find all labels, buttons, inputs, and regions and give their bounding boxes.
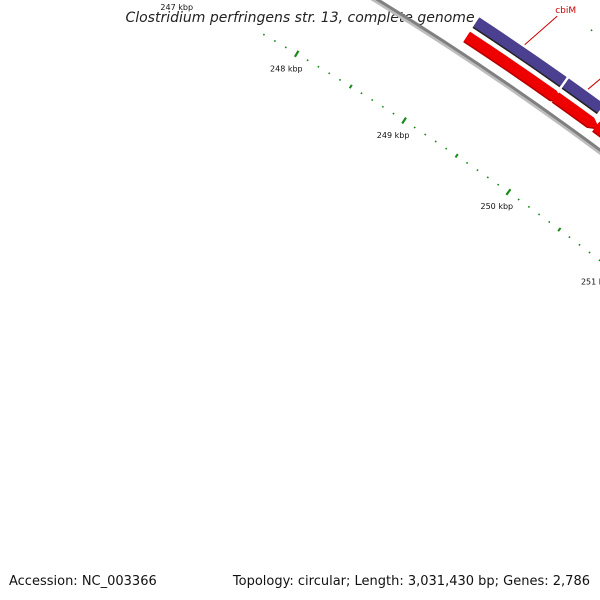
inner-tick bbox=[338, 78, 342, 82]
inner-tick bbox=[348, 84, 353, 89]
inner-tick bbox=[317, 65, 320, 68]
inner-tick bbox=[465, 161, 469, 165]
inner-tick bbox=[476, 169, 479, 172]
inner-tick bbox=[306, 59, 309, 62]
gene-leader-line bbox=[524, 15, 558, 46]
map-title: Clostridium perfringens str. 13, complet… bbox=[125, 10, 475, 26]
inner-tick bbox=[262, 33, 265, 36]
inner-tick bbox=[413, 126, 416, 129]
cog-bar bbox=[473, 17, 567, 86]
kbp-tick-label: 250 kbp bbox=[481, 202, 514, 211]
gene-leader-line bbox=[587, 78, 600, 90]
inner-tick bbox=[424, 133, 427, 136]
inner-tick bbox=[371, 98, 374, 102]
cds-arrow bbox=[592, 121, 600, 136]
gene-label-cbiM: cbiM bbox=[555, 6, 576, 16]
inner-tick bbox=[328, 72, 331, 75]
inner-tick bbox=[497, 183, 500, 186]
inner-tick bbox=[381, 105, 384, 108]
inner-tick bbox=[557, 227, 562, 232]
inner-tick bbox=[568, 236, 571, 239]
inner-tick bbox=[505, 188, 512, 196]
inner-tick bbox=[454, 153, 459, 158]
tick-layer bbox=[262, 29, 600, 262]
inner-tick bbox=[578, 243, 581, 246]
inner-tick bbox=[537, 213, 541, 216]
inner-tick bbox=[588, 251, 591, 254]
inner-tick bbox=[401, 117, 407, 125]
inner-tick bbox=[293, 50, 300, 58]
inner-tick bbox=[527, 205, 531, 209]
kbp-tick-label: 251 kbp bbox=[581, 277, 600, 286]
topology-summary: Topology: circular; Length: 3,031,430 bp… bbox=[232, 574, 590, 589]
inner-tick bbox=[392, 112, 395, 115]
inner-tick bbox=[273, 39, 276, 43]
kbp-tick-label: 247 kbp bbox=[160, 3, 193, 12]
inner-tick bbox=[445, 147, 448, 150]
cds-arrow bbox=[463, 31, 563, 102]
accession-text: Accession: NC_003366 bbox=[9, 574, 157, 589]
inner-tick bbox=[517, 198, 520, 201]
kbp-tick-label: 248 kbp bbox=[270, 64, 303, 73]
outer-tick bbox=[590, 29, 593, 32]
inner-tick bbox=[548, 220, 551, 224]
inner-tick bbox=[360, 92, 363, 95]
inner-tick bbox=[284, 46, 287, 49]
cds-arrow bbox=[552, 92, 600, 129]
inner-tick bbox=[486, 176, 489, 179]
feature-layer bbox=[463, 17, 600, 138]
cog-bar bbox=[562, 78, 600, 113]
kbp-tick-label: 249 kbp bbox=[377, 131, 410, 140]
inner-tick bbox=[434, 140, 437, 143]
